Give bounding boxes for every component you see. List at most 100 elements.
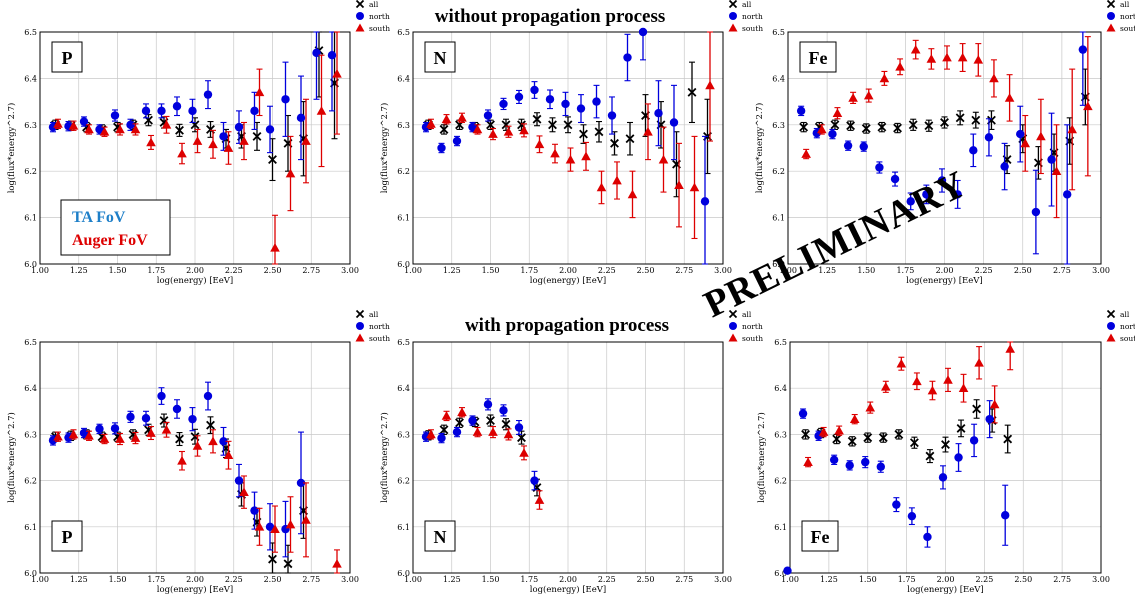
legend-entry-north: north bbox=[742, 322, 763, 331]
x-axis-label: log(energy) [EeV] bbox=[157, 584, 233, 595]
y-tick-label: 6.1 bbox=[397, 214, 410, 223]
y-tick-label: 6.2 bbox=[774, 477, 787, 486]
data-point-north bbox=[907, 511, 917, 521]
data-point-south bbox=[658, 154, 669, 164]
data-point-south bbox=[208, 436, 218, 446]
data-point-south bbox=[285, 519, 296, 529]
data-point-south bbox=[270, 242, 280, 252]
x-tick-label: 2.00 bbox=[186, 266, 204, 275]
data-point-all bbox=[486, 120, 495, 130]
data-point-north bbox=[452, 427, 462, 437]
data-point-all bbox=[878, 433, 888, 443]
x-tick-label: 2.75 bbox=[675, 575, 693, 584]
legend: all north south bbox=[1106, 309, 1135, 343]
x-tick-label: 1.50 bbox=[109, 575, 127, 584]
data-point-north bbox=[234, 476, 244, 485]
data-point-all bbox=[909, 438, 919, 448]
x-tick-label: 1.50 bbox=[109, 266, 127, 275]
data-point-south bbox=[958, 383, 969, 393]
y-tick-label: 6.5 bbox=[397, 28, 410, 37]
data-point-north bbox=[829, 455, 839, 465]
data-point-south bbox=[895, 62, 905, 71]
data-point-south bbox=[488, 129, 498, 138]
x-tick-label: 2.00 bbox=[559, 266, 577, 275]
data-point-south bbox=[849, 414, 860, 423]
data-point-south bbox=[832, 108, 843, 118]
data-point-north bbox=[281, 95, 290, 104]
y-tick-label: 6.3 bbox=[397, 430, 410, 439]
data-point-south bbox=[926, 54, 937, 63]
x-tick-label: 2.75 bbox=[302, 575, 320, 584]
data-point-all bbox=[579, 129, 588, 139]
data-point-north bbox=[1016, 129, 1025, 139]
data-point-south bbox=[146, 137, 156, 147]
y-tick-label: 6.4 bbox=[24, 384, 37, 393]
data-point-south bbox=[332, 68, 342, 78]
y-tick-label: 6.0 bbox=[774, 569, 787, 578]
data-point-north bbox=[265, 522, 275, 531]
x-axis-label: log(energy) [EeV] bbox=[906, 275, 982, 286]
data-point-all bbox=[268, 155, 277, 165]
x-tick-label: 1.25 bbox=[443, 575, 461, 584]
data-point-north bbox=[937, 176, 947, 185]
data-point-north bbox=[157, 391, 166, 401]
data-point-south bbox=[1005, 344, 1015, 353]
x-tick-label: 2.00 bbox=[937, 575, 955, 584]
data-point-south bbox=[115, 124, 125, 134]
data-point-south bbox=[223, 143, 234, 152]
data-point-all bbox=[486, 416, 495, 425]
data-point-south bbox=[612, 175, 622, 185]
data-point-south bbox=[223, 450, 234, 460]
x-tick-label: 2.50 bbox=[1014, 575, 1032, 584]
legend-entry-all: all bbox=[742, 310, 752, 319]
fov-auger-label: Auger FoV bbox=[72, 232, 148, 249]
y-tick-label: 6.2 bbox=[397, 477, 410, 486]
y-axis-label: log(flux*energy^2.7) bbox=[6, 103, 17, 194]
plot-frame bbox=[789, 341, 1102, 574]
legend: all north south bbox=[355, 0, 390, 33]
data-point-north bbox=[843, 141, 853, 150]
x-tick-label: 2.75 bbox=[675, 266, 693, 275]
data-point-south bbox=[834, 425, 844, 435]
data-point-south bbox=[68, 429, 79, 439]
data-point-south bbox=[705, 80, 715, 90]
chart-panel-fe-top: 1.00 1.25 1.50 1.75 2.00 2.25 2.50 2.75 3.00 6.0 6… bbox=[754, 0, 1135, 286]
data-point-south bbox=[457, 113, 467, 122]
data-point-south bbox=[643, 126, 653, 136]
data-point-north bbox=[859, 142, 868, 151]
legend: all north south bbox=[728, 0, 763, 33]
y-tick-label: 6.0 bbox=[397, 569, 410, 578]
data-point-south bbox=[674, 180, 684, 189]
data-point-all bbox=[501, 419, 511, 429]
y-tick-label: 6.5 bbox=[397, 338, 410, 347]
data-point-south bbox=[912, 376, 922, 386]
data-point-south bbox=[1051, 166, 1062, 176]
data-point-south bbox=[863, 90, 874, 100]
data-point-north bbox=[219, 437, 228, 446]
data-point-south bbox=[457, 407, 467, 417]
element-label: N bbox=[434, 48, 447, 68]
data-point-south bbox=[146, 428, 156, 437]
data-point-south bbox=[818, 427, 829, 436]
data-point-north bbox=[654, 109, 663, 118]
data-point-all bbox=[206, 420, 215, 430]
preliminary-watermark: PRELIMINARY bbox=[698, 163, 974, 326]
data-point-north bbox=[296, 113, 306, 123]
data-point-north bbox=[1001, 511, 1010, 520]
data-point-north bbox=[922, 190, 931, 199]
data-point-south bbox=[865, 402, 876, 412]
x-tick-label: 2.50 bbox=[637, 266, 655, 275]
data-point-all bbox=[832, 434, 842, 444]
x-tick-label: 1.50 bbox=[482, 266, 500, 275]
data-point-north bbox=[798, 409, 808, 418]
x-tick-label: 1.00 bbox=[404, 575, 422, 584]
x-tick-label: 2.25 bbox=[225, 266, 243, 275]
legend-entry-north: north bbox=[742, 12, 763, 21]
plot-frame bbox=[412, 31, 724, 265]
element-label-box bbox=[424, 520, 456, 552]
data-point-north bbox=[141, 106, 151, 116]
y-axis-label: log(flux*energy^2.7) bbox=[756, 412, 767, 503]
y-tick-label: 6.0 bbox=[24, 260, 37, 269]
data-point-all bbox=[799, 122, 809, 132]
data-point-north bbox=[530, 476, 539, 485]
